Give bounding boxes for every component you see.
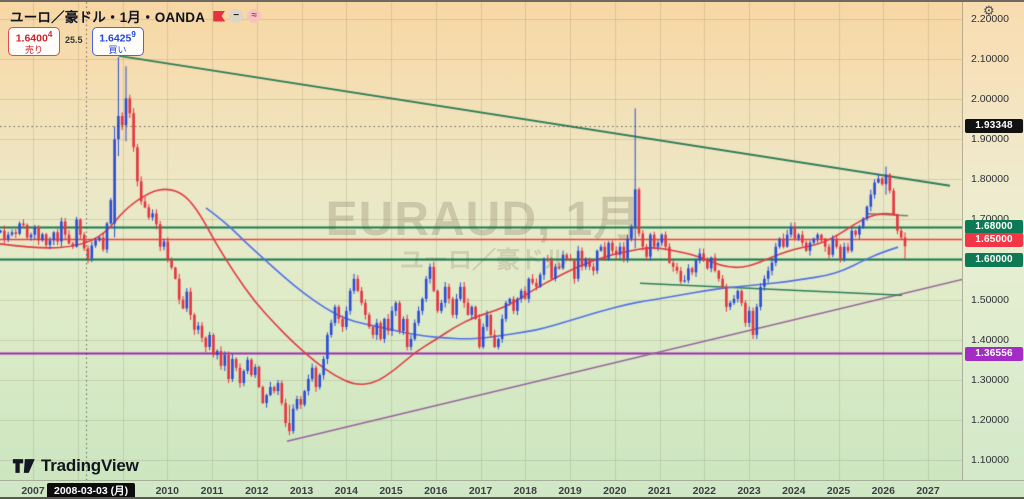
- more-indicator-icon[interactable]: ≈: [247, 9, 262, 23]
- price-axis[interactable]: 2.20000 2.10000 2.00000 1.90000 1.80000 1.700…: [962, 2, 1024, 480]
- tradingview-logo-mark: [12, 459, 35, 473]
- y-axis-tick-label: 1.50000: [971, 293, 1009, 306]
- x-axis-tick-label: 2015: [379, 485, 403, 497]
- buy-price: 1.6425: [99, 32, 132, 45]
- buy-sell-widget: 1.64004 売り 25.5 1.64259 買い: [8, 27, 144, 56]
- chart-legend: ユーロ／豪ドル・1月・OANDA − ≈: [10, 7, 262, 25]
- hide-indicator-icon[interactable]: −: [229, 9, 244, 23]
- buy-label: 買い: [108, 44, 127, 55]
- x-axis-tick-label: 2025: [826, 485, 851, 497]
- x-axis-tick-label: 2017: [468, 485, 493, 497]
- sell-label: 売り: [24, 44, 43, 55]
- x-axis-tick-label: 2018: [513, 485, 537, 497]
- x-axis-tick-label: 2016: [424, 485, 448, 497]
- y-axis-tick-label: 2.00000: [971, 93, 1009, 106]
- x-axis-tick-label: 2021: [647, 485, 672, 497]
- y-axis-tick-label: 1.30000: [971, 373, 1009, 386]
- y-axis-tick-label: 1.10000: [971, 454, 1009, 466]
- symbol-title[interactable]: ユーロ／豪ドル・1月・OANDA: [10, 10, 206, 25]
- buy-price-pip: 9: [131, 30, 136, 39]
- x-axis-tick-label: 2007: [21, 485, 45, 497]
- y-axis-tick-label: 2.10000: [971, 53, 1009, 66]
- sell-button[interactable]: 1.64004 売り: [8, 27, 60, 56]
- crosshair-date-label: 2008-03-03 (月): [47, 483, 136, 497]
- x-axis-tick-label: 2024: [782, 485, 806, 497]
- y-axis-tick-label: 1.20000: [971, 413, 1009, 426]
- y-axis-tick-label: 2.20000: [971, 13, 1009, 25]
- x-axis-tick-label: 2020: [603, 485, 627, 497]
- x-axis-tick-label: 2023: [737, 485, 761, 497]
- sell-price: 1.6400: [15, 32, 48, 45]
- x-axis-tick-label: 2019: [558, 485, 582, 497]
- flag-icon[interactable]: [213, 10, 226, 22]
- price-label-pill: 1.93348: [965, 118, 1023, 133]
- spread-value: 25.5: [65, 35, 83, 45]
- price-label-pill: 1.60000: [965, 252, 1023, 267]
- tradingview-logo[interactable]: TradingView: [12, 456, 139, 476]
- x-axis-tick-label: 2012: [245, 485, 269, 497]
- x-axis-tick-label: 2022: [692, 485, 716, 497]
- y-axis-tick-label: 1.80000: [971, 173, 1009, 186]
- price-label-pill: 1.36556: [965, 346, 1023, 361]
- buy-button[interactable]: 1.64259 買い: [91, 27, 144, 56]
- y-axis-tick-label: 1.90000: [971, 133, 1009, 146]
- price-chart-canvas[interactable]: [0, 2, 962, 480]
- x-axis-tick-label: 2027: [916, 485, 940, 497]
- sell-price-pip: 4: [47, 30, 53, 39]
- x-axis-tick-label: 2010: [155, 485, 179, 497]
- axis-settings-gear-icon[interactable]: ⚙: [983, 3, 995, 18]
- y-axis-tick-label: 1.40000: [971, 333, 1009, 346]
- x-axis-tick-label: 2026: [871, 485, 895, 497]
- price-label-pill: 1.68000: [965, 220, 1023, 235]
- time-axis[interactable]: 2008-03-03 (月) 2007200820092010201120122…: [0, 480, 1024, 497]
- tradingview-logo-text: TradingView: [41, 456, 139, 475]
- x-axis-tick-label: 2011: [200, 485, 224, 497]
- price-label-pill: 1.65000: [965, 232, 1023, 247]
- x-axis-tick-label: 2014: [334, 485, 358, 497]
- x-axis-tick-label: 2013: [289, 485, 314, 497]
